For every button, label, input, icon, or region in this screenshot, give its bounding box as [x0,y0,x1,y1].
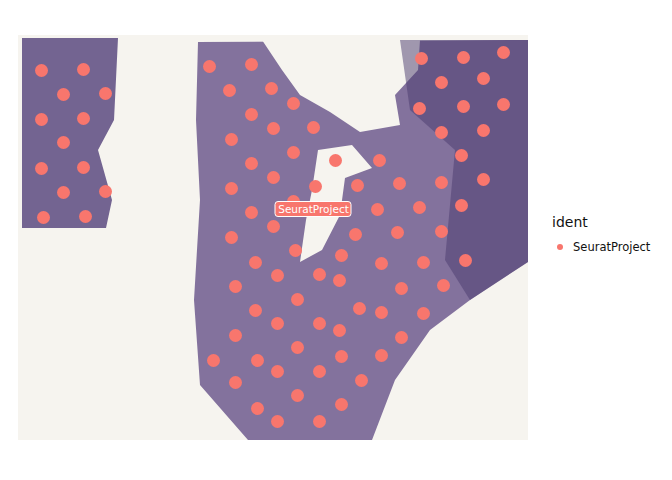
html-text:SeuratProject: SeuratProject [573,240,651,254]
svg-text:SeuratProject: SeuratProject [278,203,349,215]
html-text:ident: ident [552,214,588,230]
